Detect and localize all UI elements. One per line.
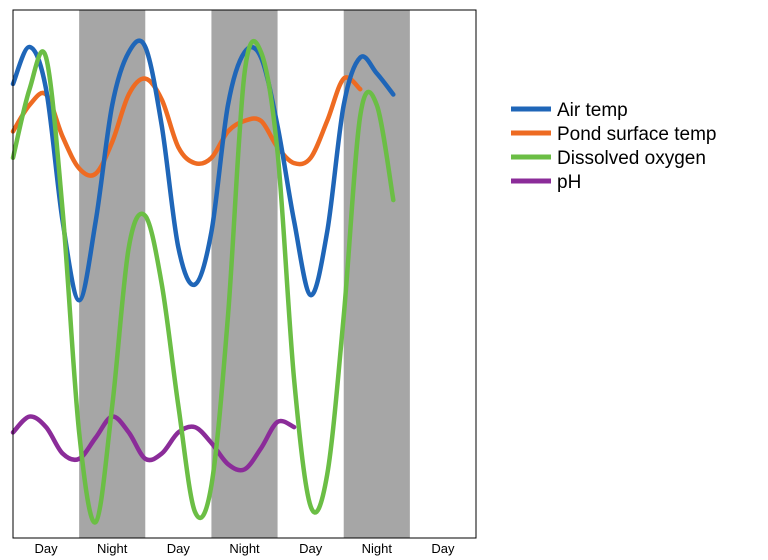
legend: Air temp Pond surface temp Dissolved oxyge… — [511, 100, 716, 193]
night-band — [211, 10, 278, 538]
period-label: Night — [97, 541, 128, 556]
legend-label-pond-surface-temp: Pond surface temp — [557, 124, 716, 145]
night-band — [343, 10, 410, 538]
period-label: Day — [35, 541, 59, 556]
series-line-dissolved-oxygen — [10, 38, 396, 525]
legend-label-air-temp: Air temp — [557, 100, 628, 121]
legend-label-dissolved-oxygen: Dissolved oxygen — [557, 148, 706, 169]
period-label: Day — [167, 541, 191, 556]
series-line-air-temp — [10, 38, 396, 303]
period-label: Night — [229, 541, 260, 556]
period-label: Day — [299, 541, 323, 556]
series-line-pond-surface-temp — [10, 75, 363, 178]
legend-label-ph: pH — [557, 172, 581, 193]
series-line-ph — [10, 414, 297, 473]
plot-frame — [12, 9, 477, 539]
period-label: Night — [362, 541, 393, 556]
period-labels: Day Night Day Night Day Night Day — [35, 541, 455, 556]
series-lines — [10, 38, 396, 525]
period-label: Day — [431, 541, 455, 556]
